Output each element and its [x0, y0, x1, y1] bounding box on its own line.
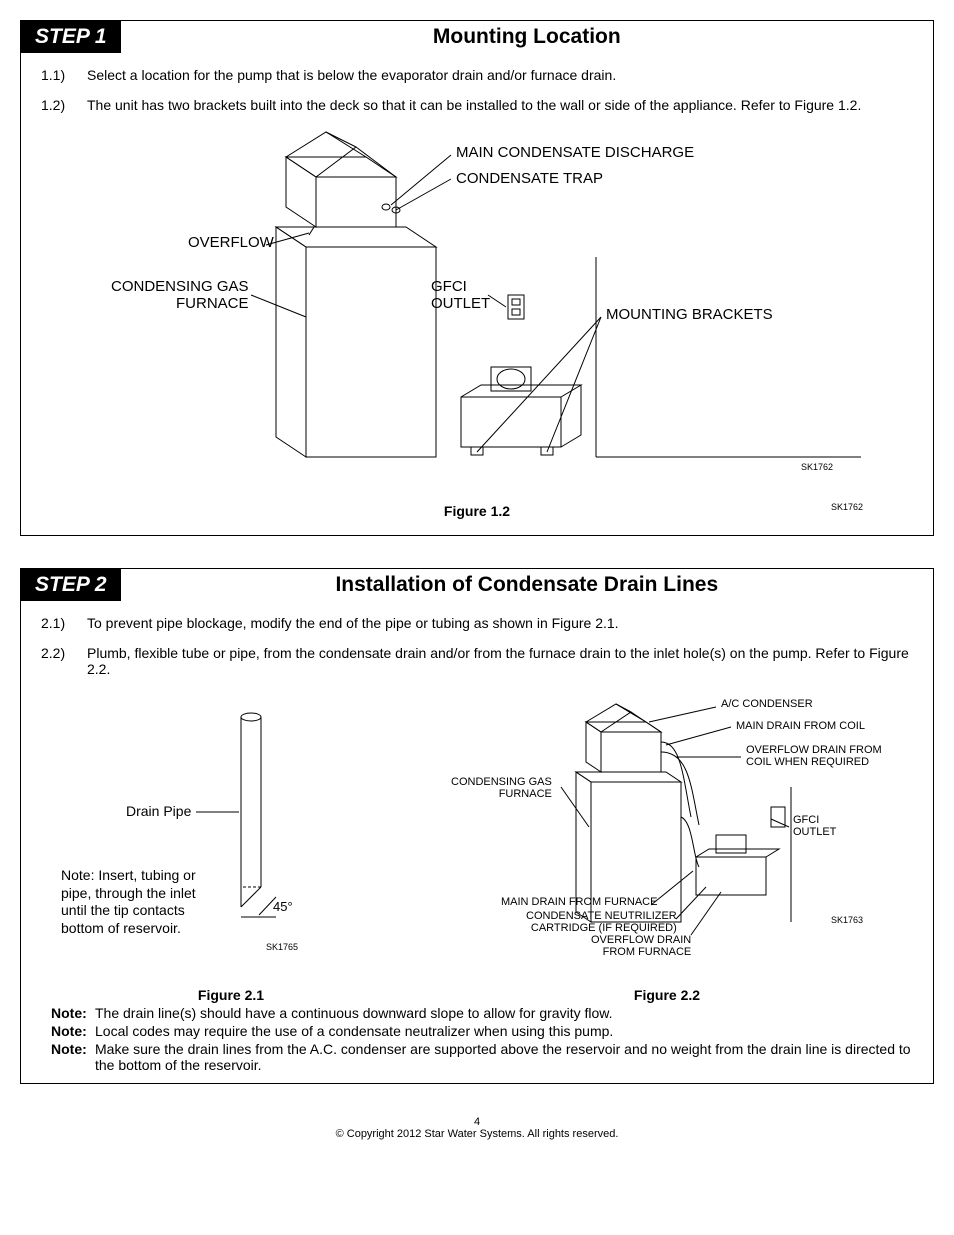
figure-1-2-caption: Figure 1.2	[41, 503, 913, 519]
callout-gfci-outlet-2: GFCI OUTLET	[793, 815, 836, 838]
item-1-1-num: 1.1)	[41, 67, 87, 83]
callout-neutralizer: CONDENSATE NEUTRILIZER CARTRIDGE (IF REQ…	[526, 911, 677, 934]
figure-2-2-area: CONDENSING GAS FURNACE A/C CONDENSER MAI…	[431, 697, 931, 977]
note-3: Note: Make sure the drain lines from the…	[51, 1041, 913, 1073]
callout-ac-condenser: A/C CONDENSER	[721, 699, 813, 711]
item-2-2-text: Plumb, flexible tube or pipe, from the c…	[87, 645, 913, 677]
callout-gfci-outlet: GFCI OUTLET	[431, 279, 490, 312]
figure-2-1-sk: SK1765	[266, 942, 298, 952]
callout-condensate-trap: CONDENSATE TRAP	[456, 171, 603, 188]
callout-main-discharge: MAIN CONDENSATE DISCHARGE	[456, 145, 694, 162]
note-3-text: Make sure the drain lines from the A.C. …	[95, 1041, 913, 1073]
item-2-1-text: To prevent pipe blockage, modify the end…	[87, 615, 913, 631]
page-number: 4	[20, 1116, 934, 1128]
item-1-1-text: Select a location for the pump that is b…	[87, 67, 913, 83]
step-1-header: STEP 1 Mounting Location	[21, 21, 933, 53]
angle-label: 45°	[273, 899, 293, 914]
step-1-title: Mounting Location	[121, 21, 933, 53]
figure-2-2-sk: SK1763	[831, 915, 863, 925]
step-1-body: 1.1) Select a location for the pump that…	[21, 53, 933, 535]
callout-condensing-gas-furnace-2: CONDENSING GAS FURNACE	[451, 777, 552, 800]
figure-2-1-note: Note: Insert, tubing or pipe, through th…	[61, 867, 211, 937]
item-1-2-text: The unit has two brackets built into the…	[87, 97, 913, 113]
step-2-tag: STEP 2	[21, 569, 121, 601]
step-1-box: STEP 1 Mounting Location 1.1) Select a l…	[20, 20, 934, 536]
note-2-label: Note:	[51, 1023, 95, 1039]
sk-inner: SK1762	[801, 462, 833, 472]
figure-2-2-caption: Figure 2.2	[421, 987, 913, 1003]
callout-overflow-furnace: OVERFLOW DRAIN FROM FURNACE	[591, 935, 691, 958]
drain-pipe-label: Drain Pipe	[126, 803, 191, 819]
note-1-label: Note:	[51, 1005, 95, 1021]
callout-overflow-drain-coil: OVERFLOW DRAIN FROM COIL WHEN REQUIRED	[746, 745, 882, 768]
figure-1-2-area: MAIN CONDENSATE DISCHARGE CONDENSATE TRA…	[41, 127, 913, 527]
copyright: © Copyright 2012 Star Water Systems. All…	[20, 1128, 934, 1140]
callout-condensing-gas-furnace: CONDENSING GAS FURNACE	[111, 279, 249, 312]
note-3-label: Note:	[51, 1041, 95, 1073]
step-2-body: 2.1) To prevent pipe blockage, modify th…	[21, 601, 933, 1083]
step-1-tag: STEP 1	[21, 21, 121, 53]
item-2-1: 2.1) To prevent pipe blockage, modify th…	[41, 615, 913, 631]
step-2-title: Installation of Condensate Drain Lines	[121, 569, 933, 601]
item-2-2: 2.2) Plumb, flexible tube or pipe, from …	[41, 645, 913, 677]
step-2-header: STEP 2 Installation of Condensate Drain …	[21, 569, 933, 601]
item-1-2: 1.2) The unit has two brackets built int…	[41, 97, 913, 113]
callout-main-drain-coil: MAIN DRAIN FROM COIL	[736, 721, 865, 733]
figure-2-1-area: Drain Pipe 45° Note: Insert, tubing or p…	[41, 697, 421, 977]
item-2-1-num: 2.1)	[41, 615, 87, 631]
callout-main-drain-furnace: MAIN DRAIN FROM FURNACE	[501, 897, 657, 909]
item-1-1: 1.1) Select a location for the pump that…	[41, 67, 913, 83]
item-1-2-num: 1.2)	[41, 97, 87, 113]
sk-outer: SK1762	[831, 502, 863, 512]
figure-2-1-caption: Figure 2.1	[41, 987, 421, 1003]
note-2-text: Local codes may require the use of a con…	[95, 1023, 913, 1039]
step-2-box: STEP 2 Installation of Condensate Drain …	[20, 568, 934, 1084]
note-2: Note: Local codes may require the use of…	[51, 1023, 913, 1039]
footer: 4 © Copyright 2012 Star Water Systems. A…	[20, 1116, 934, 1140]
callout-overflow: OVERFLOW	[188, 235, 274, 252]
note-1-text: The drain line(s) should have a continuo…	[95, 1005, 913, 1021]
callout-mounting-brackets: MOUNTING BRACKETS	[606, 307, 773, 324]
note-1: Note: The drain line(s) should have a co…	[51, 1005, 913, 1021]
item-2-2-num: 2.2)	[41, 645, 87, 677]
